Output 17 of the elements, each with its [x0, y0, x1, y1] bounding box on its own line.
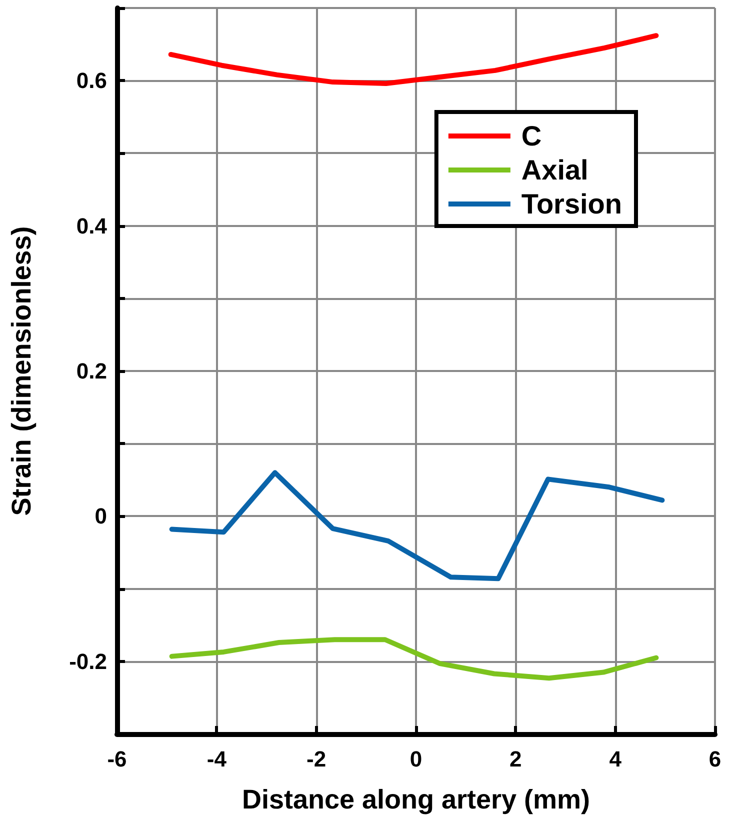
x-tick-label: -6 — [107, 746, 127, 772]
x-tick-label: 2 — [510, 746, 522, 772]
y-tick-label: 0.2 — [76, 358, 107, 384]
y-tick-label: 0.6 — [76, 68, 107, 94]
y-tick-label: -0.2 — [69, 648, 107, 674]
y-tick-label: 0 — [94, 504, 107, 529]
x-tick-label: 6 — [708, 746, 722, 772]
y-axis-title: Strain (dimensionless) — [6, 226, 36, 516]
x-tick-label: -4 — [206, 746, 228, 772]
y-tick-label: 0.4 — [76, 213, 108, 238]
legend-label: C — [521, 120, 542, 152]
x-axis-title: Distance along artery (mm) — [242, 784, 590, 814]
x-tick-label: 4 — [609, 746, 622, 772]
x-tick-label: 0 — [410, 746, 422, 772]
legend-label: Axial — [521, 154, 588, 186]
x-tick-label: -2 — [306, 746, 326, 772]
legend-label: Torsion — [521, 188, 622, 220]
